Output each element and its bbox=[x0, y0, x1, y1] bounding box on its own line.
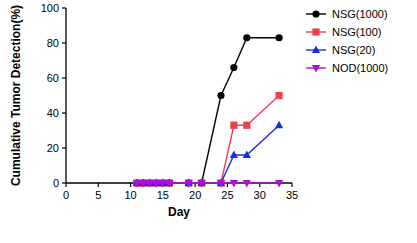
y-tick-label: 100 bbox=[41, 2, 59, 14]
x-tick-label: 25 bbox=[221, 189, 233, 201]
x-tick-label: 35 bbox=[286, 189, 298, 201]
y-tick-label: 40 bbox=[47, 107, 59, 119]
series-line bbox=[137, 125, 279, 183]
x-tick-label: 30 bbox=[254, 189, 266, 201]
point bbox=[230, 151, 238, 159]
legend-label: NOD(1000) bbox=[332, 62, 388, 74]
plot-area bbox=[133, 34, 283, 187]
point bbox=[217, 92, 224, 99]
point bbox=[275, 180, 283, 188]
y-axis-label: Cumulative Tumor Detection(%) bbox=[9, 5, 23, 186]
legend-marker bbox=[312, 28, 319, 35]
point bbox=[275, 34, 282, 41]
series-line bbox=[137, 96, 279, 184]
point bbox=[133, 180, 141, 188]
y-tick bbox=[62, 77, 66, 78]
series-line bbox=[137, 38, 279, 183]
y-tick-label: 0 bbox=[53, 177, 59, 189]
point bbox=[243, 34, 250, 41]
legend-marker bbox=[312, 65, 320, 73]
legend-marker bbox=[312, 10, 319, 17]
point bbox=[217, 180, 225, 188]
point bbox=[230, 122, 237, 129]
point bbox=[243, 151, 251, 159]
point bbox=[139, 180, 147, 188]
x-tick bbox=[291, 183, 292, 187]
point bbox=[275, 121, 283, 129]
y-tick bbox=[62, 7, 66, 8]
x-axis-label: Day bbox=[168, 205, 190, 219]
legend: NSG(1000) NSG(100) NSG(20) NOD(1000) bbox=[306, 8, 388, 74]
point bbox=[159, 180, 167, 188]
x-tick bbox=[98, 183, 99, 187]
point bbox=[243, 122, 250, 129]
point bbox=[230, 180, 238, 188]
x-tick-label: 20 bbox=[189, 189, 201, 201]
point bbox=[198, 180, 206, 188]
point bbox=[152, 180, 160, 188]
point bbox=[275, 92, 282, 99]
legend-label: NSG(1000) bbox=[332, 8, 388, 20]
x-tick bbox=[65, 183, 66, 187]
x-axis bbox=[66, 182, 292, 183]
point bbox=[146, 180, 154, 188]
y-tick bbox=[62, 112, 66, 113]
legend-label: NSG(20) bbox=[332, 44, 375, 56]
y-tick bbox=[62, 42, 66, 43]
point bbox=[230, 64, 237, 71]
y-tick-label: 20 bbox=[47, 142, 59, 154]
point bbox=[243, 180, 251, 188]
x-tick-label: 0 bbox=[63, 189, 69, 201]
x-tick-label: 15 bbox=[157, 189, 169, 201]
y-tick-label: 80 bbox=[47, 37, 59, 49]
chart: 0 20 40 60 80 100 0 5 10 15 20 25 30 35 Day Cumulative … bbox=[0, 0, 417, 243]
y-axis bbox=[65, 8, 66, 183]
point bbox=[185, 180, 193, 188]
x-tick-label: 10 bbox=[124, 189, 136, 201]
y-tick bbox=[62, 147, 66, 148]
legend-label: NSG(100) bbox=[332, 26, 382, 38]
y-tick-label: 60 bbox=[47, 72, 59, 84]
point bbox=[165, 180, 173, 188]
legend-marker bbox=[312, 46, 320, 54]
x-tick-label: 5 bbox=[95, 189, 101, 201]
x-tick bbox=[130, 183, 131, 187]
